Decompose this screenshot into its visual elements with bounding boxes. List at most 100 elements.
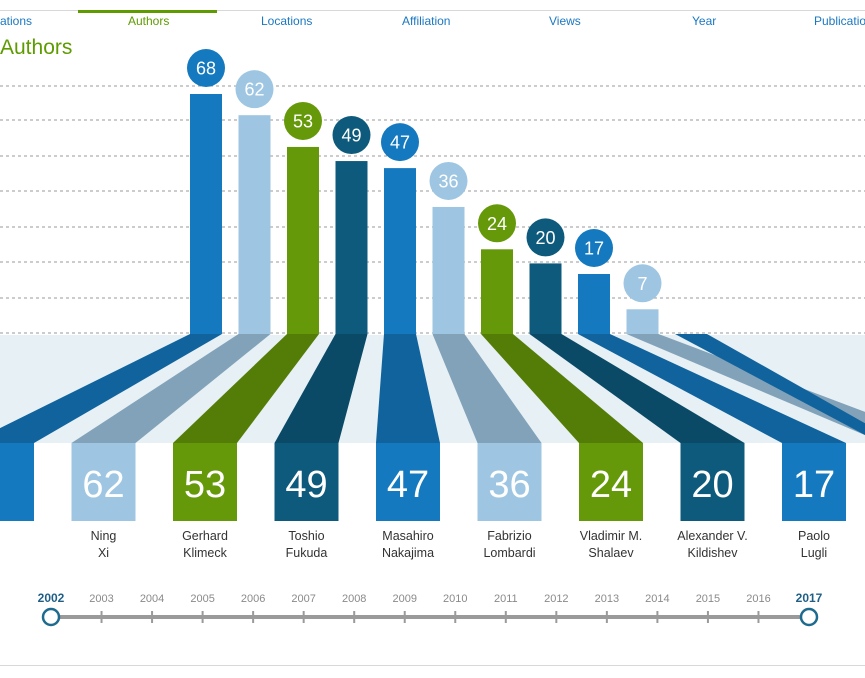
card-value: 36 [488, 464, 530, 506]
value-label: 68 [196, 59, 216, 79]
tab-authors[interactable]: Authors [128, 14, 170, 28]
tab-affiliation[interactable]: Affiliation [402, 14, 451, 28]
value-label: 17 [584, 239, 604, 259]
value-label: 7 [637, 274, 647, 294]
timeline-year-label: 2007 [291, 593, 315, 605]
bar [481, 249, 513, 334]
author-name: Gerhard [182, 529, 228, 543]
value-circle [284, 101, 322, 140]
timeline-year-label: 2005 [190, 593, 214, 605]
author-card [782, 443, 846, 521]
value-label: 24 [487, 214, 507, 234]
timeline-year-label: 2009 [392, 593, 416, 605]
author-card [579, 443, 643, 521]
author-name: Xi [98, 546, 109, 560]
author-name: Ning [91, 529, 117, 543]
value-label: 36 [438, 171, 458, 191]
timeline-year-label: 2002 [38, 591, 65, 605]
value-circle [526, 218, 565, 257]
timeline-year-label: 2013 [595, 593, 619, 605]
author-name: Shalaev [588, 546, 634, 560]
bar [335, 161, 368, 334]
timeline-year-label: 2003 [89, 593, 113, 605]
tab-locations[interactable]: Locations [261, 14, 313, 28]
author-name: Fabrizio [487, 529, 532, 543]
author-name: Alexander V. [677, 529, 747, 543]
author-name: Fukuda [286, 546, 328, 560]
timeline-year-label: 2016 [746, 593, 770, 605]
author-name: Lugli [801, 546, 827, 560]
bar [578, 274, 610, 334]
value-circle [332, 116, 371, 155]
connector-ribbon [274, 334, 368, 443]
author-card [274, 443, 339, 521]
card-value: 62 [82, 464, 124, 506]
bar [384, 168, 416, 334]
timeline-year-label: 2008 [342, 593, 366, 605]
author-card [71, 443, 136, 521]
value-circle [575, 229, 613, 267]
bottom-divider [0, 665, 865, 666]
tab-divider [0, 10, 865, 11]
bar [529, 263, 562, 334]
card-value: 20 [691, 464, 733, 506]
bar [238, 115, 271, 334]
card-value: 47 [387, 464, 429, 506]
timeline-year-label: 2017 [796, 591, 823, 605]
bar [287, 146, 319, 334]
tab-views[interactable]: Views [549, 14, 581, 28]
tab-bar: ations Authors Locations Affiliation Vie… [0, 0, 865, 34]
timeline-year-label: 2012 [544, 593, 568, 605]
value-label: 62 [244, 80, 264, 100]
tab-publications[interactable]: ations [0, 14, 33, 28]
timeline-year-label: 2015 [696, 593, 720, 605]
timeline-year-label: 2010 [443, 593, 467, 605]
author-name: Klimeck [183, 546, 228, 560]
author-card [680, 443, 745, 521]
author-name: Paolo [798, 529, 830, 543]
connector-ribbon [376, 334, 440, 443]
value-label: 53 [293, 111, 313, 131]
connector-ribbon [432, 334, 542, 443]
author-name: Kildishev [687, 546, 738, 560]
author-name: Masahiro [382, 529, 433, 543]
value-circle [478, 204, 516, 243]
timeline-end-handle[interactable] [799, 607, 819, 627]
value-label: 49 [341, 126, 361, 146]
value-label: 47 [390, 133, 410, 153]
connector-ribbon [481, 334, 643, 443]
author-card [477, 443, 542, 521]
connector-ribbon [71, 334, 271, 443]
bar [190, 94, 222, 334]
card-value: 17 [793, 464, 835, 506]
active-tab-indicator [78, 10, 217, 13]
timeline-year-label: 2014 [645, 593, 669, 605]
author-card [0, 443, 34, 521]
author-name: Lombardi [483, 546, 535, 560]
timeline-year-label: 2006 [241, 593, 265, 605]
value-circle [429, 161, 468, 200]
card-value: 24 [590, 464, 632, 506]
author-card [173, 443, 237, 521]
connector-ribbon [578, 334, 846, 443]
value-circle [187, 49, 225, 87]
timeline-start-handle[interactable] [41, 607, 61, 627]
author-name: Vladimir M. [580, 529, 643, 543]
connector-ribbon [675, 334, 865, 436]
value-circle [381, 123, 419, 162]
card-value: 49 [285, 464, 327, 506]
connector-ribbon [0, 334, 222, 443]
section-title: Authors [0, 36, 73, 59]
connector-ribbon [173, 334, 319, 443]
value-circle [623, 264, 662, 303]
bar [626, 309, 659, 334]
tab-year[interactable]: Year [692, 14, 717, 28]
bar [432, 206, 465, 334]
value-label: 20 [535, 228, 555, 248]
timeline-year-label: 2011 [494, 593, 518, 605]
author-name: Nakajima [382, 546, 434, 560]
author-card [376, 443, 440, 521]
tab-publications-right[interactable]: Publicatio [814, 14, 865, 28]
value-circle [235, 70, 274, 109]
